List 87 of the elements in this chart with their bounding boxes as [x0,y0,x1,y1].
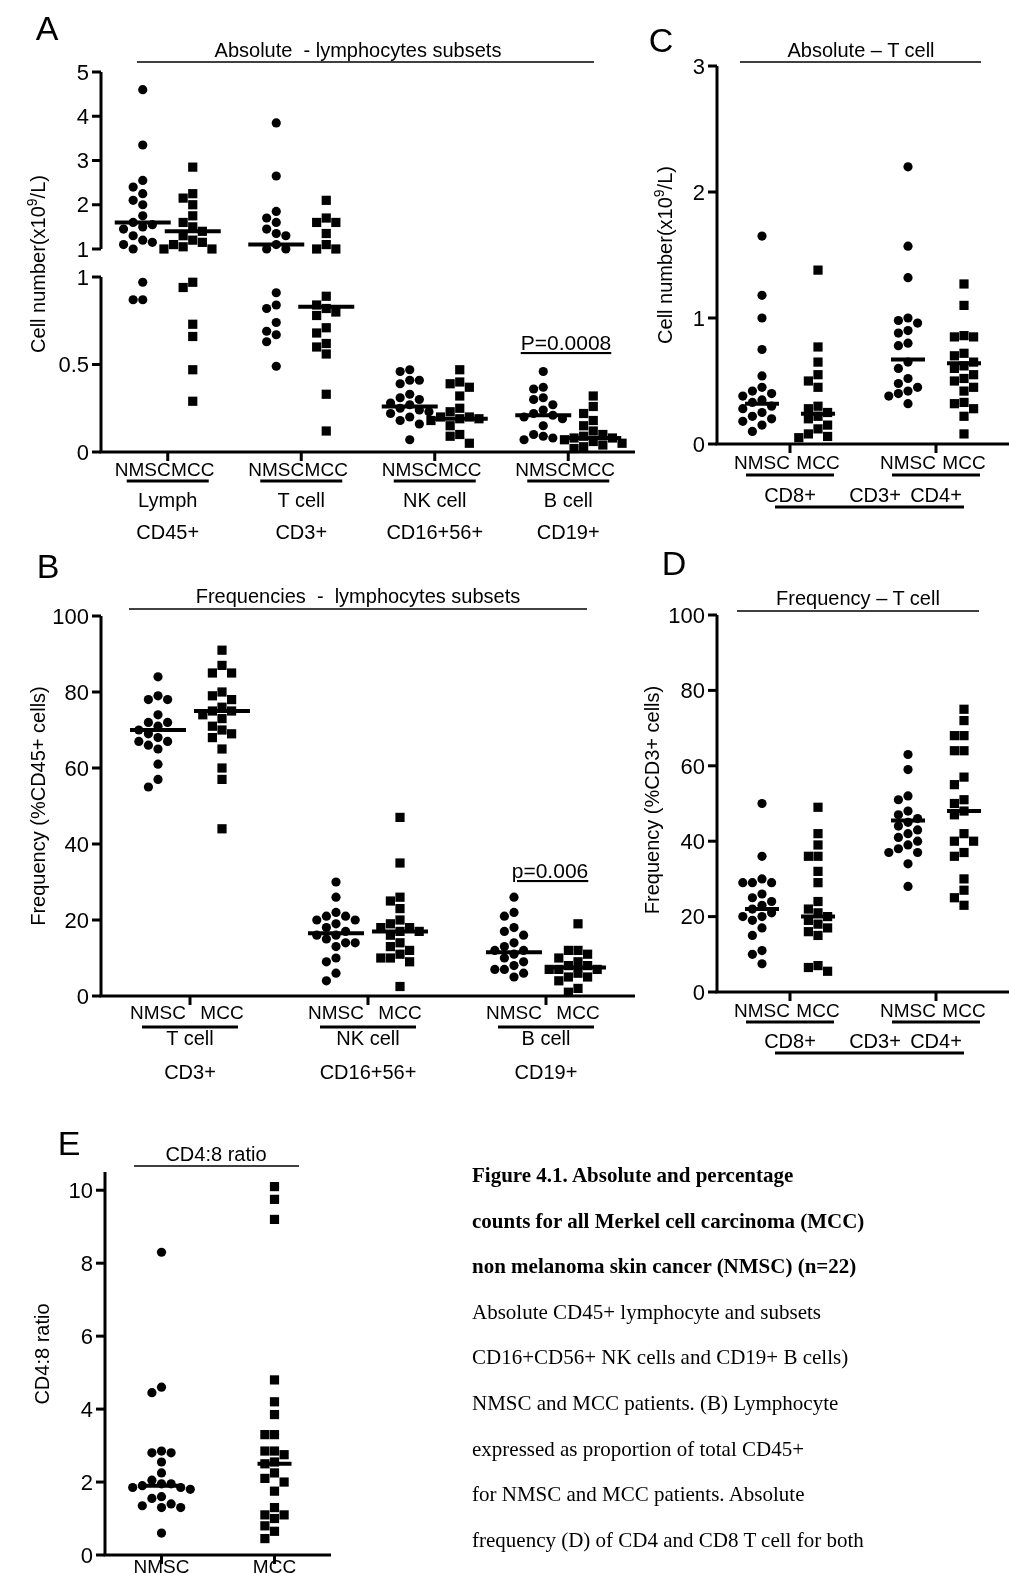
y-tick-label: 0.5 [58,352,89,378]
text: MCC [796,451,840,473]
text: for NMSC and MCC patients. Absolute [472,1482,805,1507]
y-tick-label: 2 [76,192,89,218]
text: A [35,9,59,47]
y-axis-title: Frequency (%CD45+ cells) [27,686,49,926]
y-tick-label: 3 [692,53,705,79]
y-tick-label: 60 [680,753,705,779]
text: NMSC [114,458,171,480]
text: D [661,544,687,582]
text: E [57,1124,81,1162]
text: NMSC [515,458,572,480]
y-tick-label: 5 [76,59,89,85]
y-tick-label: 100 [668,602,705,628]
y-tick-label: 1 [76,236,89,262]
y-tick-label: 4 [80,1396,93,1422]
y-tick-label: 100 [52,603,89,629]
text: NMSC [308,1001,364,1023]
annotation: P=0.0008 [520,331,612,354]
x-axis-title: CD3+ [849,484,901,506]
y-tick-label: 0 [692,431,705,457]
text: MCC [304,458,348,480]
text: MCC [438,458,482,480]
text: B [36,547,60,585]
x-tick-label: CD4+ [910,1030,962,1052]
x-tick-label: NK cell CD16+56+ [319,1027,417,1083]
y-tick-label: 80 [64,679,89,705]
chart-title: Frequencies - lymphocytes subsets [195,585,521,607]
text: NMSC [880,999,936,1021]
text: NMSC [486,1001,542,1023]
text: frequency (D) of CD4 and CD8 T cell for both [472,1527,865,1552]
x-tick-label: NK cell CD16+56+ [386,489,484,543]
legend-label: MCC [942,999,986,1021]
y-tick-label: 2 [80,1469,93,1495]
text: MCC [571,458,615,480]
y-tick-label: 40 [680,828,705,854]
x-tick-label: B cell CD19+ [514,1027,578,1083]
y-tick-label: 2 [692,179,705,205]
x-tick-label: CD8+ [764,1030,816,1052]
chart-title: Frequency – T cell [776,587,940,609]
x-tick-label: CD4+ [910,484,962,506]
legend-label: MCC [378,1001,422,1023]
text: Figure 4.1. Absolute and percentage counts for all Merkel cell carcinoma (MCC) non melanoma skin cancer (NMSC) (n=22) [472,1163,865,1279]
y-tick-label: 20 [64,907,89,933]
y-tick-label: 0 [80,1542,93,1568]
text: NMSC and MCC patients. (B) Lymphocyte [472,1391,839,1415]
x-tick-label: T cell CD3+ [164,1027,216,1083]
x-tick-label: Lymph CD45+ [136,489,200,543]
text: C [648,21,674,59]
x-tick-label: T cell CD3+ [275,489,328,543]
y-tick-label: 1 [76,264,89,290]
text: NMSC [248,458,305,480]
chart-title: Absolute – T cell [787,39,935,61]
y-tick-label: 10 [68,1177,93,1203]
text: NMSC [880,451,936,473]
y-tick-label: 40 [64,831,89,857]
y-axis-title: CD4:8 ratio [31,1303,53,1405]
text: expressed as proportion of total CD45+ [472,1436,805,1461]
y-tick-label: 6 [80,1323,93,1349]
x-tick-label: CD8+ [764,484,816,506]
text: MCC [556,1001,600,1023]
legend-label: NMSC [381,458,438,480]
x-tick-label: B cell CD19+ [536,489,600,543]
y-axis-title: Frequency (%CD3+ cells) [641,685,663,915]
text: MCC [200,1001,244,1023]
annotation: p=0.006 [511,859,589,882]
legend-label: MCC [171,458,215,480]
legend-label: NMSC [734,999,790,1021]
chart-title: Absolute - lymphocytes subsets [214,39,502,61]
text: CD16+CD56+ NK cells and CD19+ B cells) [472,1345,849,1370]
x-axis-title: CD3+ [849,1030,901,1052]
y-tick-label: 4 [76,103,89,129]
legend-label: NMSC [130,1001,186,1023]
chart-title: CD4:8 ratio [165,1143,267,1165]
text: Absolute CD45+ lymphocyte and subsets [472,1299,821,1324]
y-tick-label: 20 [680,904,705,930]
y-tick-label: 0 [692,979,705,1005]
y-tick-label: 80 [680,678,705,704]
y-tick-label: 60 [64,755,89,781]
y-tick-label: 8 [80,1250,93,1276]
text: MCC [796,999,840,1021]
y-tick-label: 0 [76,983,89,1009]
legend-label: NMSC [734,451,790,473]
y-tick-label: 0 [76,439,89,465]
y-tick-label: 3 [76,148,89,174]
y-tick-label: 1 [692,305,705,331]
legend-label: MCC [942,451,986,473]
